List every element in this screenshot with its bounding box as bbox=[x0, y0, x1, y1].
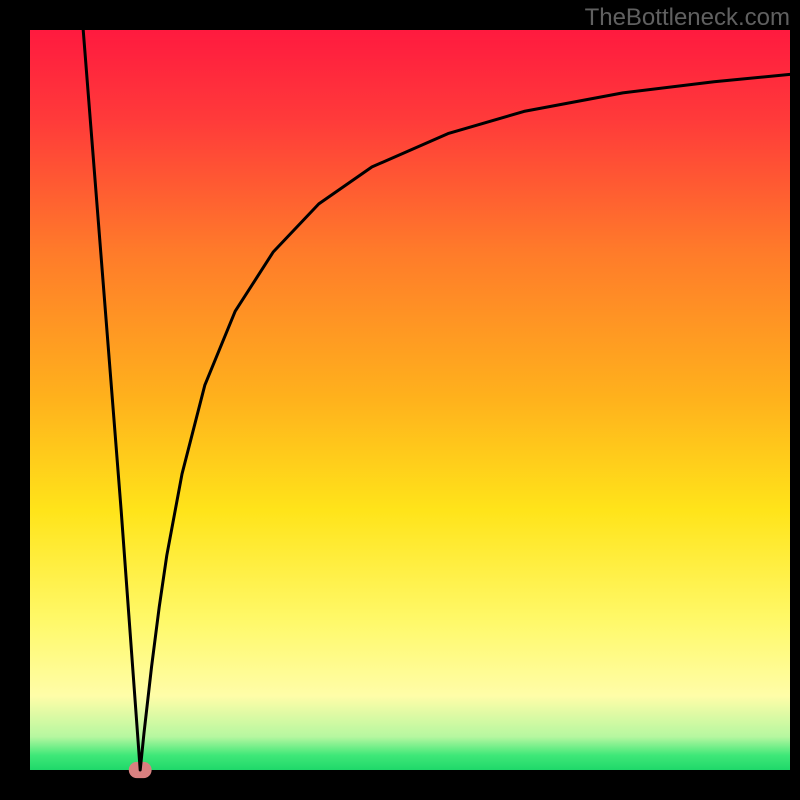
chart-container: TheBottleneck.com bbox=[0, 0, 800, 800]
watermark-label: TheBottleneck.com bbox=[585, 4, 790, 32]
plot-background bbox=[30, 30, 790, 770]
chart-svg bbox=[0, 0, 800, 800]
